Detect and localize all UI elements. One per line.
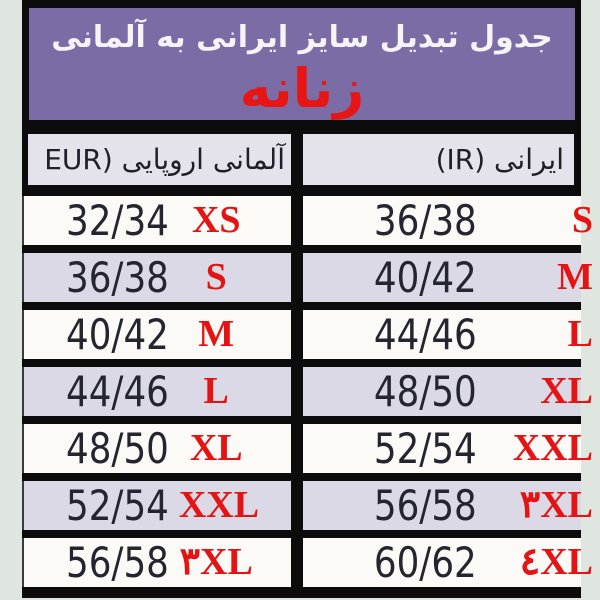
column-divider xyxy=(291,253,303,302)
size-chart: جدول تبدیل سایز ایرانی به آلمانی زنانه آ… xyxy=(22,0,593,598)
ir-size-letter: ٤XL xyxy=(519,541,593,583)
eur-cell: 32/34 XS xyxy=(22,196,291,245)
eur-cell: 36/38 S xyxy=(22,253,291,302)
table-row: 48/50 XL 52/54 XXL xyxy=(22,424,593,473)
table-row: 36/38 S 40/42 M xyxy=(22,253,593,302)
eur-size-value: 44/46 xyxy=(66,367,169,416)
header-eur: آلمانی اروپایی (EUR xyxy=(22,134,291,185)
ir-size-letter: XXL xyxy=(512,427,593,469)
header-ir: ایرانی (IR) xyxy=(303,134,581,185)
eur-size-value: 56/58 xyxy=(66,538,169,587)
column-divider xyxy=(291,424,303,473)
ir-cell: 48/50 XL xyxy=(303,367,593,416)
ir-size-letter: L xyxy=(567,313,593,355)
title-bottom-border xyxy=(22,120,581,134)
eur-size-value: 36/38 xyxy=(66,253,169,302)
column-divider xyxy=(291,367,303,416)
eur-cell: 40/42 M xyxy=(22,310,291,359)
ir-cell: 40/42 M xyxy=(303,253,593,302)
ir-size-letter: XL xyxy=(540,370,593,412)
ir-cell: 56/58 ۳XL xyxy=(303,481,593,530)
row-separator xyxy=(22,185,581,196)
ir-size-value: 56/58 xyxy=(373,481,477,530)
eur-cell: 44/46 L xyxy=(22,367,291,416)
eur-size-letter: S xyxy=(205,256,227,298)
row-separator xyxy=(22,473,581,481)
eur-size-letter: L xyxy=(203,370,229,412)
eur-size-value: 48/50 xyxy=(66,424,169,473)
eur-size-letter: XL xyxy=(189,427,243,469)
ir-cell: 52/54 XXL xyxy=(303,424,593,473)
column-divider xyxy=(291,481,303,530)
ir-size-value: 44/46 xyxy=(373,310,477,359)
table-row: 52/54 XXL 56/58 ۳XL xyxy=(22,481,593,530)
ir-size-value: 40/42 xyxy=(373,253,477,302)
ir-size-letter: ۳XL xyxy=(519,484,593,526)
top-border xyxy=(22,0,581,8)
eur-size-value: 52/54 xyxy=(66,481,169,530)
ir-cell: 44/46 L xyxy=(303,310,593,359)
eur-size-letter: XXL xyxy=(178,484,260,526)
ir-size-value: 48/50 xyxy=(373,367,477,416)
column-divider xyxy=(291,134,303,185)
ir-size-value: 36/38 xyxy=(373,196,477,245)
eur-size-letter: XS xyxy=(191,199,241,241)
eur-cell: 56/58 ۳XL xyxy=(22,538,291,587)
ir-size-letter: S xyxy=(571,199,593,241)
eur-size-value: 32/34 xyxy=(66,196,169,245)
column-divider xyxy=(291,196,303,245)
eur-cell: 48/50 XL xyxy=(22,424,291,473)
row-separator xyxy=(22,416,581,424)
title-box: جدول تبدیل سایز ایرانی به آلمانی زنانه xyxy=(22,8,581,120)
eur-size-letter: ۳XL xyxy=(179,541,253,583)
table-row: 32/34 XS 36/38 S xyxy=(22,196,593,245)
table-header-row: آلمانی اروپایی (EUR ایرانی (IR) xyxy=(22,134,581,185)
row-separator xyxy=(22,359,581,367)
ir-cell: 60/62 ٤XL xyxy=(303,538,593,587)
row-separator xyxy=(22,530,581,538)
row-separator xyxy=(22,302,581,310)
column-divider xyxy=(291,538,303,587)
ir-size-value: 52/54 xyxy=(373,424,477,473)
eur-cell: 52/54 XXL xyxy=(22,481,291,530)
bottom-border xyxy=(22,587,581,598)
ir-cell: 36/38 S xyxy=(303,196,593,245)
table-row: 40/42 M 44/46 L xyxy=(22,310,593,359)
page-title: جدول تبدیل سایز ایرانی به آلمانی xyxy=(51,20,553,55)
eur-size-value: 40/42 xyxy=(66,310,169,359)
eur-size-letter: M xyxy=(198,313,235,355)
ir-size-letter: M xyxy=(557,256,593,298)
row-separator xyxy=(22,245,581,253)
table-row: 56/58 ۳XL 60/62 ٤XL xyxy=(22,538,593,587)
column-divider xyxy=(291,310,303,359)
table-row: 44/46 L 48/50 XL xyxy=(22,367,593,416)
page-subtitle: زنانه xyxy=(239,57,365,120)
ir-size-value: 60/62 xyxy=(373,538,477,587)
